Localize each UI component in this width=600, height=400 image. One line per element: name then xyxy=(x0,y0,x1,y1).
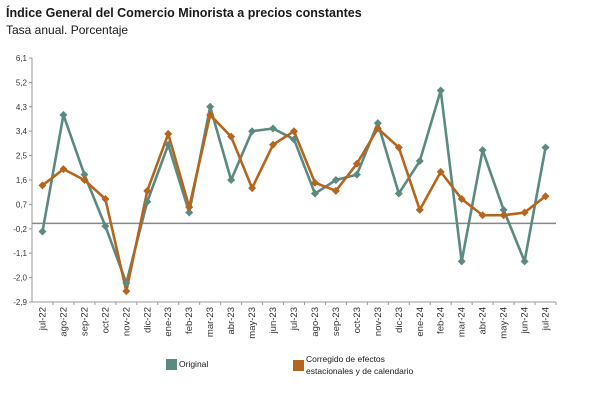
y-tick-label: 2,5 xyxy=(16,152,28,161)
x-tick-label: may-23 xyxy=(247,307,258,339)
data-point-corregido xyxy=(101,194,110,203)
data-point-corregido xyxy=(331,186,340,195)
data-point-corregido xyxy=(185,203,194,212)
data-point-corregido xyxy=(478,211,487,220)
x-tick-label: jul-22 xyxy=(37,307,48,331)
data-point-original xyxy=(185,208,194,217)
data-point-original xyxy=(143,197,152,206)
y-tick-label: 6,1 xyxy=(16,54,28,63)
data-point-original xyxy=(310,189,319,198)
y-tick-label: -1,1 xyxy=(13,249,27,258)
y-tick-label: 1,6 xyxy=(16,176,28,185)
data-point-original xyxy=(38,227,47,236)
data-point-corregido xyxy=(290,127,298,136)
data-point-original xyxy=(227,176,236,184)
data-point-corregido xyxy=(352,159,361,168)
data-point-corregido xyxy=(541,192,550,201)
y-tick-label: 3,4 xyxy=(16,127,28,136)
x-tick-label: may-24 xyxy=(499,307,510,339)
legend-label-corregido-line2: estacionales y de calendario xyxy=(306,366,414,376)
data-point-corregido xyxy=(38,181,47,190)
data-point-original xyxy=(436,86,445,95)
data-point-original xyxy=(394,189,403,198)
data-point-original xyxy=(331,176,340,184)
legend-label-original: Original xyxy=(179,359,209,369)
y-tick-label: 0,7 xyxy=(16,200,28,209)
data-point-original xyxy=(478,146,487,155)
legend-swatch-original xyxy=(166,359,177,370)
x-tick-label: sep-23 xyxy=(331,307,342,336)
data-point-original xyxy=(373,119,382,128)
data-point-original xyxy=(290,135,298,144)
data-point-corregido xyxy=(248,184,257,193)
data-point-corregido xyxy=(415,205,424,214)
y-tick-label: 4,3 xyxy=(16,103,28,112)
data-point-corregido xyxy=(373,124,382,133)
x-tick-label: oct-23 xyxy=(352,307,363,333)
x-tick-label: oct-22 xyxy=(100,307,111,333)
x-tick-label: jul-23 xyxy=(289,307,300,331)
data-point-corregido xyxy=(499,211,508,220)
x-tick-label: jun-24 xyxy=(520,307,531,334)
data-point-corregido xyxy=(310,178,319,187)
x-tick-label: abr-24 xyxy=(478,307,489,334)
x-tick-label: nov-23 xyxy=(373,307,384,336)
data-point-corregido xyxy=(80,176,89,184)
x-tick-label: ago-23 xyxy=(310,307,321,337)
data-point-original xyxy=(499,205,508,214)
x-tick-label: jul-24 xyxy=(541,307,552,331)
data-point-corregido xyxy=(164,129,173,138)
chart-subtitle: Tasa anual. Porcentaje xyxy=(6,23,129,37)
data-point-corregido xyxy=(206,110,215,119)
chart-legend: Original Corregido de efectos estacional… xyxy=(160,354,460,384)
data-point-original xyxy=(164,140,173,149)
x-tick-label: feb-24 xyxy=(436,307,447,334)
x-tick-label: feb-23 xyxy=(184,307,195,334)
x-tick-label: ago-22 xyxy=(58,307,69,337)
x-tick-label: ene-23 xyxy=(163,307,174,337)
x-tick-label: ene-24 xyxy=(415,307,426,337)
y-tick-label: -0,2 xyxy=(13,225,27,234)
data-point-corregido xyxy=(227,132,236,141)
legend-swatch-corregido xyxy=(293,360,304,371)
data-point-corregido xyxy=(436,167,445,176)
x-tick-label: jun-23 xyxy=(268,307,279,334)
data-point-original xyxy=(80,170,89,179)
y-tick-label: 5,2 xyxy=(16,78,28,87)
data-point-original xyxy=(415,157,424,166)
y-tick-label: -2,9 xyxy=(13,298,27,307)
x-tick-label: mar-23 xyxy=(205,307,216,337)
data-point-corregido xyxy=(122,287,131,296)
data-point-original xyxy=(59,110,68,119)
data-point-corregido xyxy=(520,208,529,217)
data-point-original xyxy=(352,170,361,179)
x-tick-label: dic-23 xyxy=(394,307,405,333)
data-point-original xyxy=(101,222,110,231)
data-point-original xyxy=(457,257,466,266)
x-tick-label: dic-22 xyxy=(142,307,153,333)
data-point-original xyxy=(541,143,550,152)
data-point-corregido xyxy=(59,165,68,174)
x-tick-label: nov-22 xyxy=(121,307,132,336)
data-point-original xyxy=(269,124,278,133)
chart-title: Índice General del Comercio Minorista a … xyxy=(6,6,362,20)
data-point-corregido xyxy=(457,194,466,203)
x-tick-label: abr-23 xyxy=(226,307,237,334)
data-point-corregido xyxy=(269,140,278,149)
data-point-original xyxy=(122,279,131,288)
legend-label-corregido-line1: Corregido de efectos xyxy=(306,354,385,364)
x-tick-label: mar-24 xyxy=(457,307,468,337)
x-tick-label: sep-22 xyxy=(79,307,90,336)
data-point-original xyxy=(520,257,529,266)
y-tick-label: -2,0 xyxy=(13,274,27,283)
data-point-corregido xyxy=(143,186,152,195)
data-point-original xyxy=(248,127,257,136)
data-point-corregido xyxy=(394,143,403,152)
data-point-original xyxy=(206,102,215,111)
